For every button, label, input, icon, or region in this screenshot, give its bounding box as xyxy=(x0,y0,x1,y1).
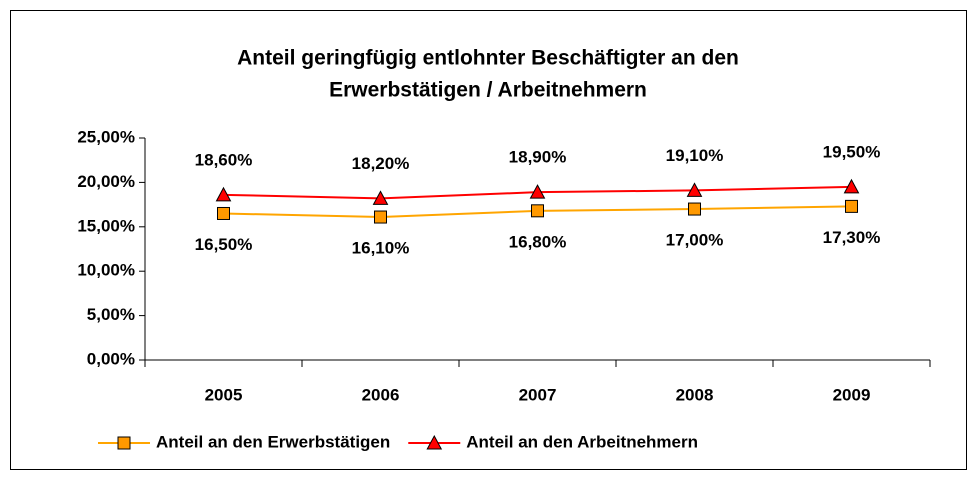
y-tick-label: 15,00% xyxy=(77,216,135,235)
legend-label: Anteil an den Erwerbstätigen xyxy=(156,432,390,451)
marker xyxy=(845,199,858,213)
legend-marker xyxy=(117,436,131,450)
x-tick-label: 2009 xyxy=(833,385,871,404)
marker xyxy=(374,210,387,224)
marker xyxy=(688,202,701,216)
data-label: 16,80% xyxy=(509,232,567,251)
marker xyxy=(531,204,544,218)
marker xyxy=(686,182,703,197)
data-label: 19,10% xyxy=(666,146,724,165)
y-tick-label: 25,00% xyxy=(77,127,135,146)
marker xyxy=(217,206,230,220)
chart-title: Erwerbstätigen / Arbeitnehmern xyxy=(329,79,647,102)
marker xyxy=(372,190,389,205)
marker xyxy=(843,178,860,194)
legend-marker xyxy=(426,434,443,450)
data-label: 17,30% xyxy=(823,228,881,247)
y-tick-label: 5,00% xyxy=(87,305,135,324)
y-tick-label: 0,00% xyxy=(87,349,135,368)
marker xyxy=(529,184,546,199)
data-label: 16,50% xyxy=(195,235,253,254)
y-tick-label: 20,00% xyxy=(77,172,135,191)
x-tick-label: 2005 xyxy=(205,385,243,404)
x-tick-label: 2006 xyxy=(362,385,400,404)
data-label: 17,00% xyxy=(666,231,724,250)
x-tick-label: 2008 xyxy=(676,385,714,404)
chart-title: Anteil geringfügig entlohnter Beschäftig… xyxy=(237,47,739,70)
y-tick-label: 10,00% xyxy=(77,261,135,280)
data-label: 19,50% xyxy=(823,142,881,161)
data-label: 18,20% xyxy=(352,154,410,173)
x-tick-label: 2007 xyxy=(519,385,557,404)
chart-border xyxy=(10,10,967,470)
data-label: 18,60% xyxy=(195,150,253,169)
data-label: 18,90% xyxy=(509,148,567,167)
marker xyxy=(215,186,232,202)
legend-label: Anteil an den Arbeitnehmern xyxy=(466,432,698,451)
data-label: 16,10% xyxy=(352,239,410,258)
